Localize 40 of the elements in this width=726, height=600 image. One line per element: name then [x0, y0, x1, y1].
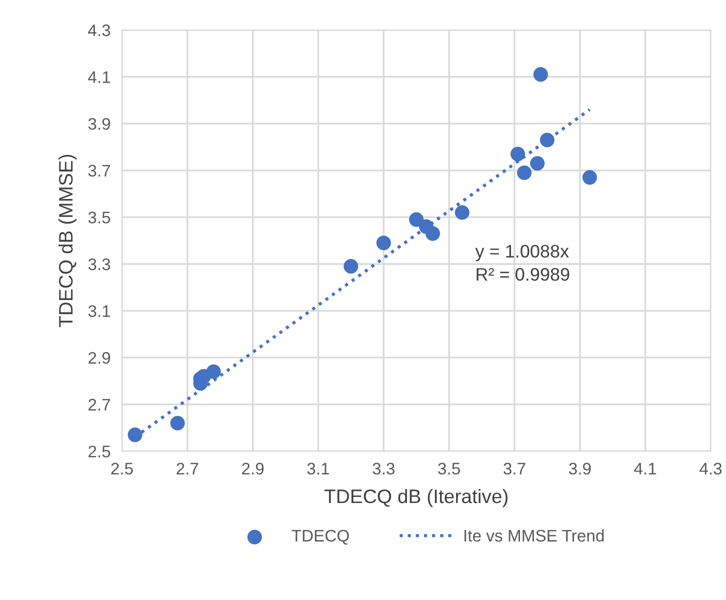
point [510, 146, 526, 162]
y-tick-label: 2.5 [88, 446, 110, 458]
y-tick-label: 3.5 [88, 212, 110, 224]
y-tick-label: 3.3 [88, 258, 110, 270]
point [170, 416, 185, 430]
point [540, 132, 554, 148]
point [454, 205, 470, 220]
x-tick-label: 4.3 [700, 462, 722, 475]
annotation: R² = 0.9989 [476, 268, 570, 281]
x-tick-label: 3.5 [438, 462, 460, 475]
point [530, 156, 545, 171]
y-axis-title: TDECQ dB (MMSE) [58, 154, 77, 328]
x-tick-label: 3.3 [372, 462, 395, 475]
point [409, 212, 424, 227]
x-tick-label: 2.7 [176, 462, 198, 474]
y-tick-label: 3.1 [88, 305, 110, 318]
point [376, 236, 391, 250]
point [517, 165, 532, 180]
y-tick-label: 4.1 [88, 71, 110, 83]
x-tick-label: 3.7 [504, 462, 526, 475]
point [425, 226, 440, 241]
point [533, 67, 548, 82]
y-tick-label: 2.7 [88, 398, 110, 410]
x-tick-label: 4.1 [634, 462, 656, 474]
x-tick-label: 3.9 [568, 462, 591, 475]
x-tick-label: 2.5 [111, 462, 133, 475]
point [206, 364, 221, 379]
point [582, 170, 598, 185]
annotation: y = 1.0088x [475, 244, 569, 262]
x-axis-title: TDECQ dB (Iterative) [324, 488, 508, 508]
legend-label: Ite vs MMSE Trend [464, 529, 604, 542]
y-tick-label: 3.7 [88, 164, 110, 177]
y-tick-label: 2.9 [88, 352, 110, 364]
legend-label: TDECQ [292, 530, 349, 545]
y-tick-label: 3.9 [88, 118, 110, 130]
x-tick-label: 3.1 [307, 462, 329, 475]
y-tick-label: 4.3 [88, 24, 110, 36]
x-tick-label: 2.9 [242, 462, 264, 475]
point [344, 259, 358, 274]
point [128, 428, 142, 442]
